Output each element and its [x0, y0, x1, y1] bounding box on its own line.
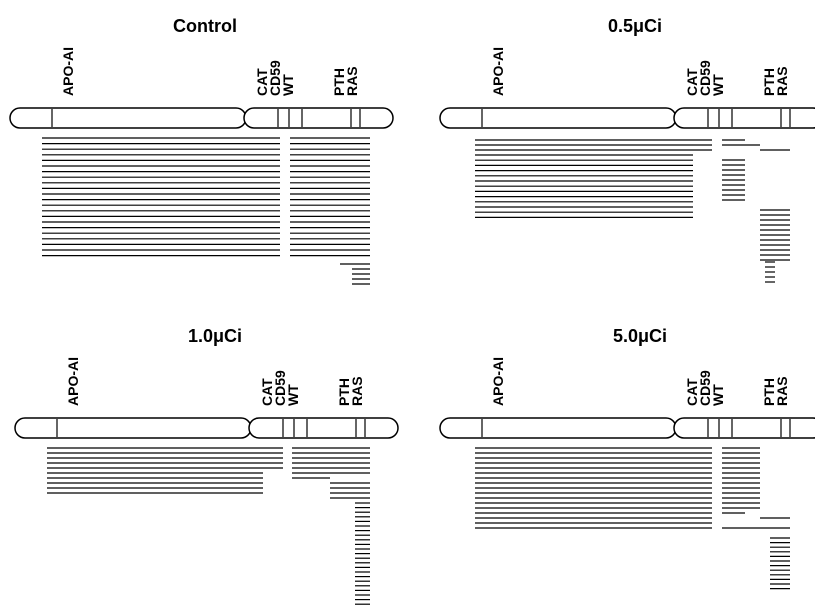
- chromosome-arm: [674, 418, 815, 438]
- chromosome-arm: [440, 418, 676, 438]
- chromosome-arm: [674, 108, 815, 128]
- marker-label: RAS: [344, 66, 360, 96]
- figure: ControlAPO-AICATCD59WTPTHRAS0.5μCiAPO-AI…: [0, 0, 815, 609]
- panel-title: 5.0μCi: [613, 326, 667, 346]
- marker-label: WT: [280, 74, 296, 96]
- panel-title: 0.5μCi: [608, 16, 662, 36]
- chromosome-arm: [249, 418, 398, 438]
- panel-title: 1.0μCi: [188, 326, 242, 346]
- marker-label: RAS: [349, 376, 365, 406]
- chromosome-arm: [440, 108, 676, 128]
- marker-label: APO-AI: [60, 47, 76, 96]
- marker-label: RAS: [774, 66, 790, 96]
- chromosome-arm: [15, 418, 251, 438]
- chromosome-arm: [244, 108, 393, 128]
- marker-label: WT: [710, 384, 726, 406]
- panel-title: Control: [173, 16, 237, 36]
- marker-label: WT: [710, 74, 726, 96]
- marker-label: APO-AI: [490, 47, 506, 96]
- marker-label: APO-AI: [490, 357, 506, 406]
- marker-label: APO-AI: [65, 357, 81, 406]
- chromosome-arm: [10, 108, 246, 128]
- marker-label: WT: [285, 384, 301, 406]
- marker-label: RAS: [774, 376, 790, 406]
